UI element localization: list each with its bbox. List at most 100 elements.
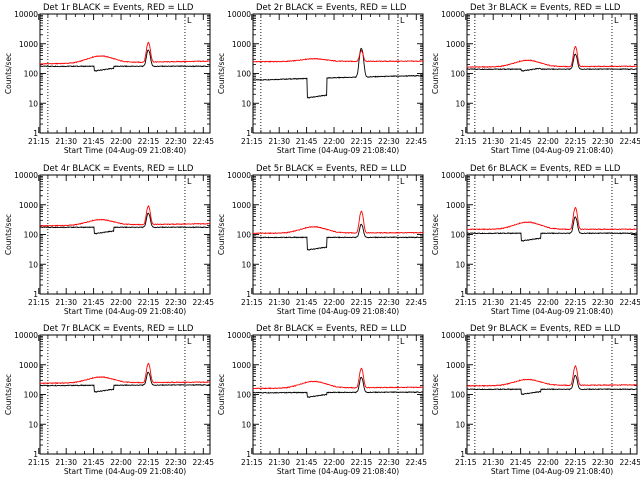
x-tick-label: 22:15 [138,137,160,146]
x-tick-label: 22:30 [378,458,400,467]
x-tick-label: 21:45 [296,137,318,146]
x-tick-label: 22:00 [537,137,559,146]
x-tick-label: 21:15 [241,458,263,467]
chart-panel-7: Det 7r BLACK = Events, RED = LLD 1 10 100 10… [4,324,214,476]
series-lld-line [466,365,638,387]
x-tick-label: 22:15 [138,458,160,467]
y-tick-label: 1000 [446,361,465,370]
y-tick-label: 1 [33,450,38,459]
x-tick-label: 22:00 [110,137,132,146]
y-tick-label: 10000 [441,331,465,340]
x-tick-label: 22:30 [165,137,187,146]
x-tick-label: 22:30 [592,137,614,146]
x-tick-label: 22:45 [192,458,214,467]
series-events-line [252,376,424,398]
x-tick-label: 22:00 [110,298,132,307]
chart-title: Det 1r BLACK = Events, RED = LLD [43,3,194,13]
y-tick-label: 10 [28,260,38,269]
x-axis-label: Start Time (04-Aug-09 21:08:40) [277,307,399,316]
y-tick-label: 100 [237,70,252,79]
x-tick-label: 22:30 [165,458,187,467]
series-events-line [39,212,211,235]
x-tick-label: 22:45 [405,298,427,307]
y-tick-label: 100 [451,391,466,400]
y-tick-label: 10000 [227,10,251,19]
y-tick-label: 100 [237,231,252,240]
y-axis-label: Counts/sec [431,214,440,255]
series-lld-line [39,362,211,385]
x-tick-label: 21:15 [241,137,263,146]
x-tick-label: 22:30 [165,298,187,307]
x-tick-label: 22:15 [351,298,373,307]
y-tick-label: 1000 [232,40,251,49]
y-tick-label: 1 [33,129,38,138]
y-tick-label: 100 [24,231,39,240]
y-tick-label: 1 [246,450,251,459]
y-axis-label: Counts/sec [4,53,13,94]
x-tick-label: 21:45 [296,458,318,467]
x-tick-label: 22:15 [351,458,373,467]
chart-panel-4: Det 4r BLACK = Events, RED = LLD 1 10 100 10… [4,164,214,316]
plot-frame [39,174,211,295]
legend-mark: L [400,16,405,25]
x-tick-label: 22:00 [537,298,559,307]
x-tick-label: 21:15 [28,137,50,146]
x-tick-label: 21:30 [482,137,504,146]
series-lld-line [252,210,424,235]
legend-mark: L [614,337,619,346]
y-axis-label: Counts/sec [4,214,13,255]
x-axis-label: Start Time (04-Aug-09 21:08:40) [64,146,186,155]
y-tick-label: 10 [241,420,251,429]
y-tick-label: 1000 [19,201,38,210]
chart-panel-3: Det 3r BLACK = Events, RED = LLD 1 10 100 10… [431,3,640,155]
y-tick-label: 10000 [441,171,465,180]
y-tick-label: 10 [455,420,465,429]
x-axis-label: Start Time (04-Aug-09 21:08:40) [491,307,613,316]
legend-mark: L [187,16,192,25]
y-tick-label: 1 [246,129,251,138]
plot-frame [252,13,424,134]
y-tick-label: 1 [246,290,251,299]
y-tick-label: 100 [24,391,39,400]
x-tick-label: 22:00 [537,458,559,467]
chart-panel-2: Det 2r BLACK = Events, RED = LLD 1 10 100 10… [217,3,427,155]
plot-frame [252,334,424,455]
chart-panel-6: Det 6r BLACK = Events, RED = LLD 1 10 100 10… [431,164,640,316]
x-tick-label: 22:45 [192,137,214,146]
y-tick-label: 10000 [14,10,38,19]
x-tick-label: 22:45 [405,458,427,467]
y-tick-label: 10 [28,99,38,108]
chart-title: Det 8r BLACK = Events, RED = LLD [256,324,407,334]
x-tick-label: 22:45 [192,298,214,307]
plot-frame [39,13,211,134]
x-tick-label: 21:45 [83,137,105,146]
y-axis-label: Counts/sec [217,214,226,255]
y-tick-label: 100 [24,70,39,79]
x-tick-label: 22:15 [565,458,587,467]
y-tick-label: 1000 [446,201,465,210]
chart-panel-8: Det 8r BLACK = Events, RED = LLD 1 10 100 10… [217,324,427,476]
x-axis-label: Start Time (04-Aug-09 21:08:40) [491,467,613,476]
chart-panel-9: Det 9r BLACK = Events, RED = LLD 1 10 100 10… [431,324,640,476]
series-lld-line [39,41,211,65]
x-tick-label: 21:45 [83,458,105,467]
y-tick-label: 10000 [227,331,251,340]
x-tick-label: 21:30 [55,458,77,467]
y-tick-label: 100 [451,231,466,240]
x-tick-label: 22:00 [110,458,132,467]
y-tick-label: 1000 [446,40,465,49]
legend-mark: L [400,337,405,346]
x-tick-label: 21:45 [510,458,532,467]
x-tick-label: 22:30 [592,298,614,307]
x-tick-label: 21:30 [55,298,77,307]
x-axis-label: Start Time (04-Aug-09 21:08:40) [491,146,613,155]
x-tick-label: 22:45 [405,137,427,146]
x-tick-label: 22:15 [351,137,373,146]
x-axis-label: Start Time (04-Aug-09 21:08:40) [64,467,186,476]
x-tick-label: 22:45 [619,298,640,307]
legend-mark: L [187,177,192,186]
x-tick-label: 21:30 [482,298,504,307]
chart-panel-1: Det 1r BLACK = Events, RED = LLD 1 10 100 10… [4,3,214,155]
legend-mark: L [614,16,619,25]
chart-title: Det 7r BLACK = Events, RED = LLD [43,324,194,334]
